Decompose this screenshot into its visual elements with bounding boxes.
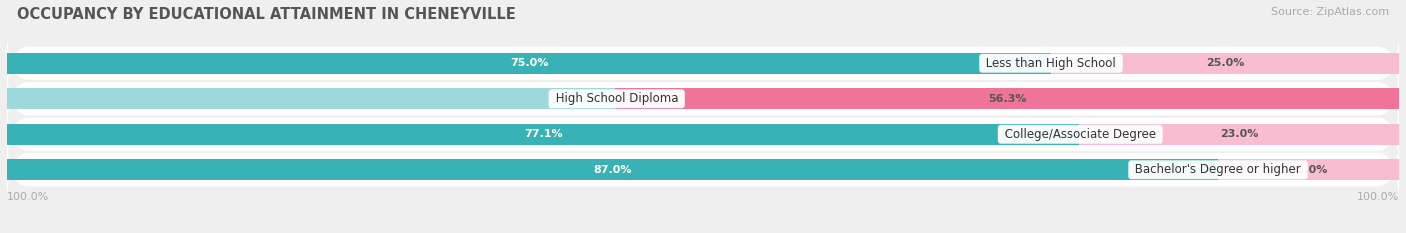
Bar — [1052, 53, 1399, 74]
Text: 100.0%: 100.0% — [1357, 192, 1399, 202]
Bar — [7, 159, 1218, 180]
FancyBboxPatch shape — [7, 98, 1399, 171]
Text: 43.8%: 43.8% — [564, 94, 603, 104]
Text: Bachelor's Degree or higher: Bachelor's Degree or higher — [1132, 163, 1305, 176]
Text: 100.0%: 100.0% — [7, 192, 49, 202]
FancyBboxPatch shape — [7, 62, 1399, 135]
Text: Source: ZipAtlas.com: Source: ZipAtlas.com — [1271, 7, 1389, 17]
Text: 87.0%: 87.0% — [593, 165, 631, 175]
Text: 25.0%: 25.0% — [1206, 58, 1244, 68]
Text: High School Diploma: High School Diploma — [551, 92, 682, 105]
Text: 56.3%: 56.3% — [988, 94, 1026, 104]
FancyBboxPatch shape — [7, 27, 1399, 100]
Text: 23.0%: 23.0% — [1220, 129, 1258, 139]
Bar — [1218, 159, 1399, 180]
Text: College/Associate Degree: College/Associate Degree — [1001, 128, 1160, 141]
Text: Less than High School: Less than High School — [983, 57, 1119, 70]
Bar — [7, 89, 617, 109]
Text: OCCUPANCY BY EDUCATIONAL ATTAINMENT IN CHENEYVILLE: OCCUPANCY BY EDUCATIONAL ATTAINMENT IN C… — [17, 7, 516, 22]
FancyBboxPatch shape — [7, 133, 1399, 206]
Text: 13.0%: 13.0% — [1289, 165, 1327, 175]
Bar — [7, 53, 1052, 74]
Bar — [7, 124, 1080, 144]
Bar — [1078, 124, 1399, 144]
Bar — [616, 89, 1399, 109]
Text: 75.0%: 75.0% — [510, 58, 548, 68]
Text: 77.1%: 77.1% — [524, 129, 562, 139]
